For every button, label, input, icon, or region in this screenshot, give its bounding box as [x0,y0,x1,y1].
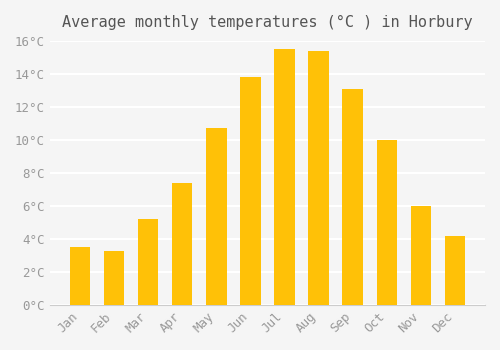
Bar [206,252,227,305]
Bar [410,206,431,305]
Bar [172,268,193,305]
Bar [172,183,193,305]
Bar [70,247,90,305]
Bar [274,49,294,305]
Bar [376,256,397,305]
Bar [138,279,158,305]
Bar [445,236,465,305]
Title: Average monthly temperatures (°C ) in Horbury: Average monthly temperatures (°C ) in Ho… [62,15,472,30]
Bar [342,240,363,305]
Bar [274,228,294,305]
Bar [240,77,260,305]
Bar [445,284,465,305]
Bar [410,275,431,305]
Bar [308,229,329,305]
Bar [104,289,124,305]
Bar [308,51,329,305]
Bar [240,237,260,305]
Bar [342,89,363,305]
Bar [138,219,158,305]
Bar [206,128,227,305]
Bar [376,140,397,305]
Bar [104,251,124,305]
Bar [70,288,90,305]
